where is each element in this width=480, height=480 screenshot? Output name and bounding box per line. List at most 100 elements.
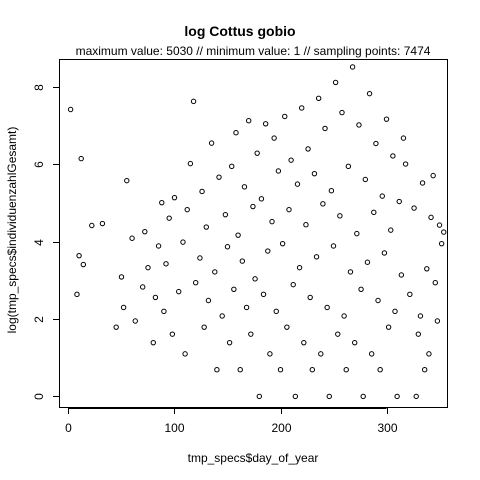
data-point-3 — [80, 261, 87, 268]
data-point-37 — [208, 140, 215, 146]
y-tick-label-2: 4 — [32, 239, 46, 246]
data-point-109 — [364, 259, 371, 265]
data-point-78 — [299, 105, 305, 111]
x-tick-label-0: 0 — [65, 421, 72, 435]
data-point-77 — [296, 264, 303, 271]
data-point-52 — [243, 304, 250, 311]
axes: 0 100 200 300 0 2 4 6 8 — [32, 84, 398, 435]
data-point-108 — [362, 176, 369, 183]
data-point-112 — [371, 209, 377, 216]
data-point-81 — [305, 146, 311, 152]
data-point-143 — [400, 135, 407, 141]
data-point-14 — [142, 228, 148, 235]
data-point-110 — [366, 90, 373, 97]
data-point-56 — [252, 276, 258, 282]
data-point-114 — [375, 297, 381, 304]
data-point-120 — [388, 227, 394, 233]
data-point-126 — [402, 161, 409, 167]
data-point-90 — [324, 304, 330, 311]
data-point-46 — [231, 286, 237, 292]
data-point-65 — [271, 135, 277, 141]
data-point-51 — [241, 184, 248, 190]
data-point-107 — [360, 393, 366, 400]
data-point-72 — [286, 206, 292, 213]
data-point-98 — [341, 313, 347, 319]
data-point-26 — [180, 239, 186, 245]
data-point-17 — [152, 294, 159, 301]
data-point-61 — [262, 121, 269, 127]
data-point-54 — [248, 331, 254, 337]
data-point-59 — [258, 196, 265, 202]
data-point-25 — [176, 288, 182, 295]
data-point-58 — [256, 393, 263, 400]
data-point-76 — [294, 181, 301, 187]
data-point-60 — [260, 291, 267, 298]
data-point-86 — [315, 95, 322, 101]
data-point-103 — [352, 339, 358, 346]
data-point-85 — [313, 254, 320, 260]
data-point-135 — [438, 240, 445, 247]
data-point-44 — [226, 339, 233, 346]
data-point-84 — [311, 170, 318, 177]
data-point-89 — [322, 125, 328, 132]
data-point-94 — [332, 79, 339, 86]
data-point-97 — [339, 109, 345, 116]
data-point-70 — [282, 113, 288, 120]
data-point-18 — [155, 243, 162, 249]
data-point-22 — [166, 215, 172, 221]
data-point-28 — [184, 206, 190, 213]
data-point-130 — [419, 180, 426, 186]
data-point-68 — [277, 367, 284, 373]
data-point-124 — [396, 198, 402, 205]
data-point-80 — [303, 222, 309, 228]
data-point-133 — [432, 280, 438, 286]
data-point-118 — [383, 116, 390, 122]
data-point-45 — [229, 163, 235, 170]
y-axis-title: log(tmp_specs$individuenzahlGesamt) — [5, 127, 19, 334]
data-point-141 — [413, 393, 419, 400]
chart-subtitle: maximum value: 5030 // minimum value: 1 … — [76, 44, 431, 58]
data-point-53 — [245, 118, 252, 124]
data-point-10 — [124, 177, 130, 184]
data-point-42 — [222, 211, 229, 218]
data-point-13 — [139, 284, 146, 290]
data-point-134 — [436, 222, 443, 228]
data-point-32 — [197, 255, 203, 261]
data-point-12 — [132, 318, 138, 324]
data-point-100 — [345, 163, 352, 170]
data-point-79 — [301, 339, 307, 346]
data-point-29 — [187, 160, 194, 167]
y-tick-label-0: 0 — [32, 393, 46, 400]
data-point-19 — [159, 199, 165, 206]
data-point-62 — [265, 248, 271, 254]
points — [67, 64, 447, 400]
y-tick-label-1: 2 — [32, 316, 46, 323]
data-point-96 — [337, 213, 343, 219]
data-point-113 — [373, 140, 379, 147]
data-point-1 — [78, 155, 84, 162]
data-point-131 — [424, 266, 430, 272]
data-point-129 — [415, 331, 422, 337]
data-point-105 — [356, 122, 362, 128]
data-point-121 — [390, 153, 396, 159]
data-point-8 — [118, 274, 125, 280]
data-point-5 — [89, 222, 95, 229]
data-point-27 — [182, 351, 188, 357]
data-point-136 — [441, 229, 447, 235]
data-point-48 — [235, 232, 241, 238]
data-point-39 — [214, 367, 220, 373]
data-point-0 — [67, 106, 74, 113]
data-point-63 — [267, 351, 273, 357]
plot-area-border — [59, 59, 448, 408]
data-point-49 — [237, 367, 243, 373]
data-point-35 — [203, 224, 209, 230]
data-point-82 — [307, 294, 313, 301]
data-point-119 — [385, 324, 392, 330]
data-point-83 — [309, 367, 316, 373]
data-point-99 — [343, 367, 349, 373]
data-point-20 — [161, 308, 167, 315]
data-point-92 — [328, 187, 335, 194]
data-point-40 — [216, 174, 222, 180]
data-point-93 — [330, 243, 337, 249]
